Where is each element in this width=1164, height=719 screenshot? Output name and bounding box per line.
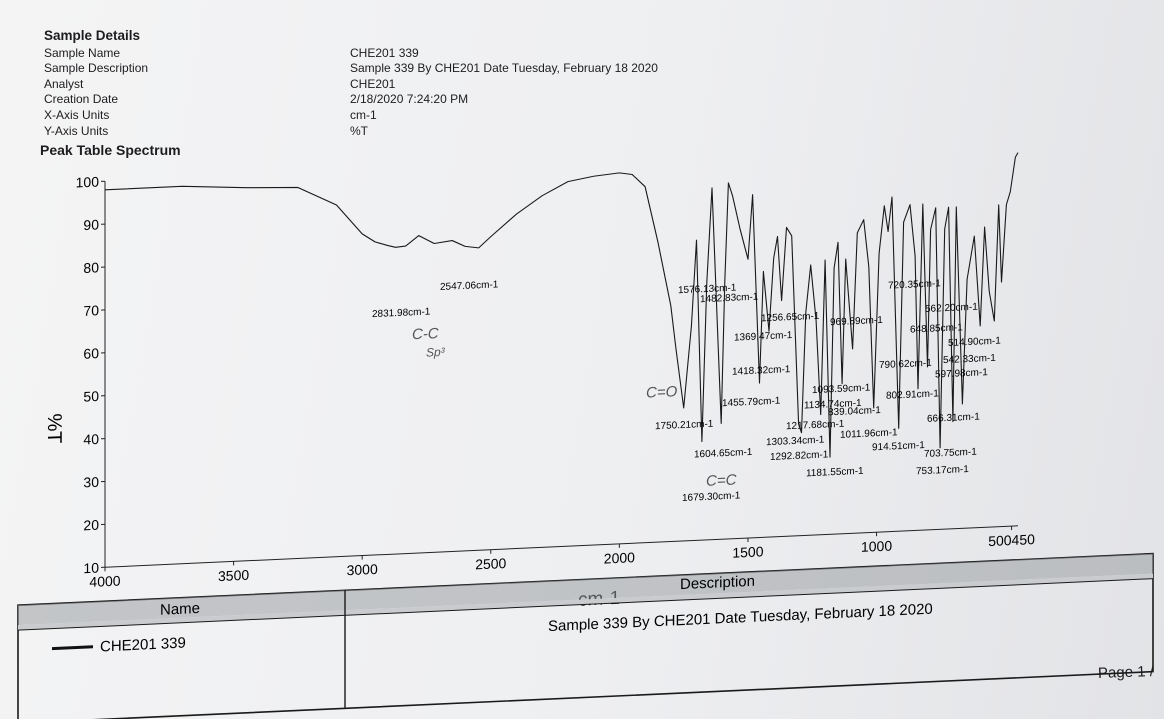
detail-row: Y-Axis Units %T <box>44 123 368 140</box>
y-tick-label: 70 <box>83 302 99 319</box>
detail-row: Creation Date 2/18/2020 7:24:20 PM <box>44 92 468 108</box>
y-tick-label: 60 <box>83 345 99 362</box>
y-tick-label: 90 <box>83 216 99 233</box>
detail-label: X-Axis Units <box>44 107 110 122</box>
chart-axes <box>104 181 1018 568</box>
peak-label: 969.89cm-1 <box>830 315 883 328</box>
peak-label: 1134.74cm-1 <box>804 398 862 412</box>
detail-label: Analyst <box>44 76 84 91</box>
spectrum-line <box>105 152 1019 458</box>
name-header: Name <box>160 600 200 619</box>
chart-series <box>105 152 1019 458</box>
y-tick-label: 10 <box>83 560 99 577</box>
x-axis-line <box>105 525 1018 568</box>
peak-label: 720.35cm-1 <box>888 278 941 291</box>
peak-table-title: Peak Table Spectrum <box>40 142 181 158</box>
peak-label: 1292.82cm-1 <box>770 449 829 463</box>
y-axis-label: %T <box>43 413 65 444</box>
table-header-band <box>18 553 1153 626</box>
peak-label: 542.33cm-1 <box>943 353 996 366</box>
detail-value: Sample 339 By CHE201 Date Tuesday, Febru… <box>350 61 658 76</box>
peak-label: 1303.34cm-1 <box>766 435 825 449</box>
x-tick-label: 2500 <box>475 555 506 572</box>
results-table: Name Description CHE201 339 Sample 339 B… <box>17 552 1154 719</box>
x-tick-label: 4000 <box>89 573 120 590</box>
peak-label: 648.85cm-1 <box>910 322 963 335</box>
detail-value: CHE201 339 <box>350 45 419 60</box>
detail-label: Y-Axis Units <box>44 123 109 138</box>
y-tick-label: 50 <box>83 388 99 405</box>
peak-label: 666.31cm-1 <box>927 411 980 424</box>
peak-label: 1256.65cm-1 <box>761 311 820 325</box>
peak-label: 597.98cm-1 <box>935 367 988 380</box>
detail-value: cm-1 <box>350 107 377 122</box>
peak-label: 1679.30cm-1 <box>682 490 741 504</box>
y-tick-label: 40 <box>83 431 99 448</box>
peak-label: 703.75cm-1 <box>924 447 977 460</box>
x-tick-label: 3000 <box>347 561 378 578</box>
page-number: Page 1 / <box>1097 663 1155 682</box>
detail-label: Sample Name <box>44 45 121 60</box>
peak-label: 1418.32cm-1 <box>732 364 791 378</box>
peak-label: 562.20cm-1 <box>925 302 978 315</box>
detail-label: Creation Date <box>44 92 119 107</box>
handwritten-annotations: C-C Sp³ C=O C=C <box>412 325 737 490</box>
x-tick-label: 500450 <box>988 531 1035 549</box>
detail-value: CHE201 <box>350 76 396 91</box>
sample-details-heading: Sample Details <box>44 28 141 43</box>
annotation-text: C=C <box>706 472 737 490</box>
peak-label: 2831.98cm-1 <box>372 306 431 320</box>
peak-label: 514.90cm-1 <box>948 336 1001 349</box>
peak-label: 1604.65cm-1 <box>694 447 753 461</box>
annotation-text: C-C <box>412 325 439 343</box>
peak-label: 1181.55cm-1 <box>806 466 864 480</box>
detail-value: 2/18/2020 7:24:20 PM <box>350 92 469 107</box>
y-tick-label: 80 <box>83 259 99 276</box>
peak-label: 753.17cm-1 <box>916 464 969 477</box>
name-value: CHE201 339 <box>100 635 186 656</box>
legend-swatch <box>52 645 93 651</box>
peak-label: 914.51cm-1 <box>872 440 925 453</box>
detail-row: Sample Description Sample 339 By CHE201 D… <box>44 61 658 77</box>
detail-label: Sample Description <box>44 61 149 76</box>
x-tick-label: 1000 <box>861 537 892 554</box>
peak-label: 1217.68cm-1 <box>786 419 845 433</box>
detail-row: Analyst CHE201 <box>44 76 395 93</box>
detail-row: Sample Name CHE201 339 <box>44 45 419 62</box>
peak-label: 1482.83cm-1 <box>700 292 759 306</box>
peak-label: 1455.79cm-1 <box>722 396 781 410</box>
table-subheader-band <box>18 573 1153 631</box>
peak-label: 1576.13cm-1 <box>678 283 737 297</box>
annotation-text: C=O <box>646 383 678 401</box>
detail-row: X-Axis Units cm-1 <box>44 107 377 124</box>
peak-label: 790.62cm-1 <box>879 358 932 371</box>
annotation-text: Sp³ <box>426 345 446 360</box>
peak-label: 1750.21cm-1 <box>655 419 714 433</box>
description-header: Description <box>680 573 755 593</box>
sample-details: Sample Details Sample Name CHE201 339 Sam… <box>44 28 658 140</box>
x-tick-label: 2000 <box>604 549 635 566</box>
detail-value: %T <box>350 123 368 138</box>
peak-label: 1011.96cm-1 <box>840 427 898 441</box>
x-tick-label: 1500 <box>732 543 763 560</box>
peak-label: 2547.06cm-1 <box>440 279 499 293</box>
x-tick-label: 3500 <box>218 567 249 584</box>
y-tick-label: 20 <box>83 517 99 534</box>
peak-label: 1369.47cm-1 <box>734 330 793 344</box>
y-tick-label: 100 <box>76 174 100 191</box>
peak-label: 1093.59cm-1 <box>812 382 871 396</box>
peak-labels: 2831.98cm-1 2547.06cm-1 1750.21cm-1 1679.30… <box>372 278 1001 504</box>
table-header-rule <box>18 578 1153 631</box>
y-tick-label: 30 <box>83 474 99 491</box>
peak-label: 839.04cm-1 <box>828 405 881 418</box>
peak-label: 802.91cm-1 <box>886 388 939 401</box>
